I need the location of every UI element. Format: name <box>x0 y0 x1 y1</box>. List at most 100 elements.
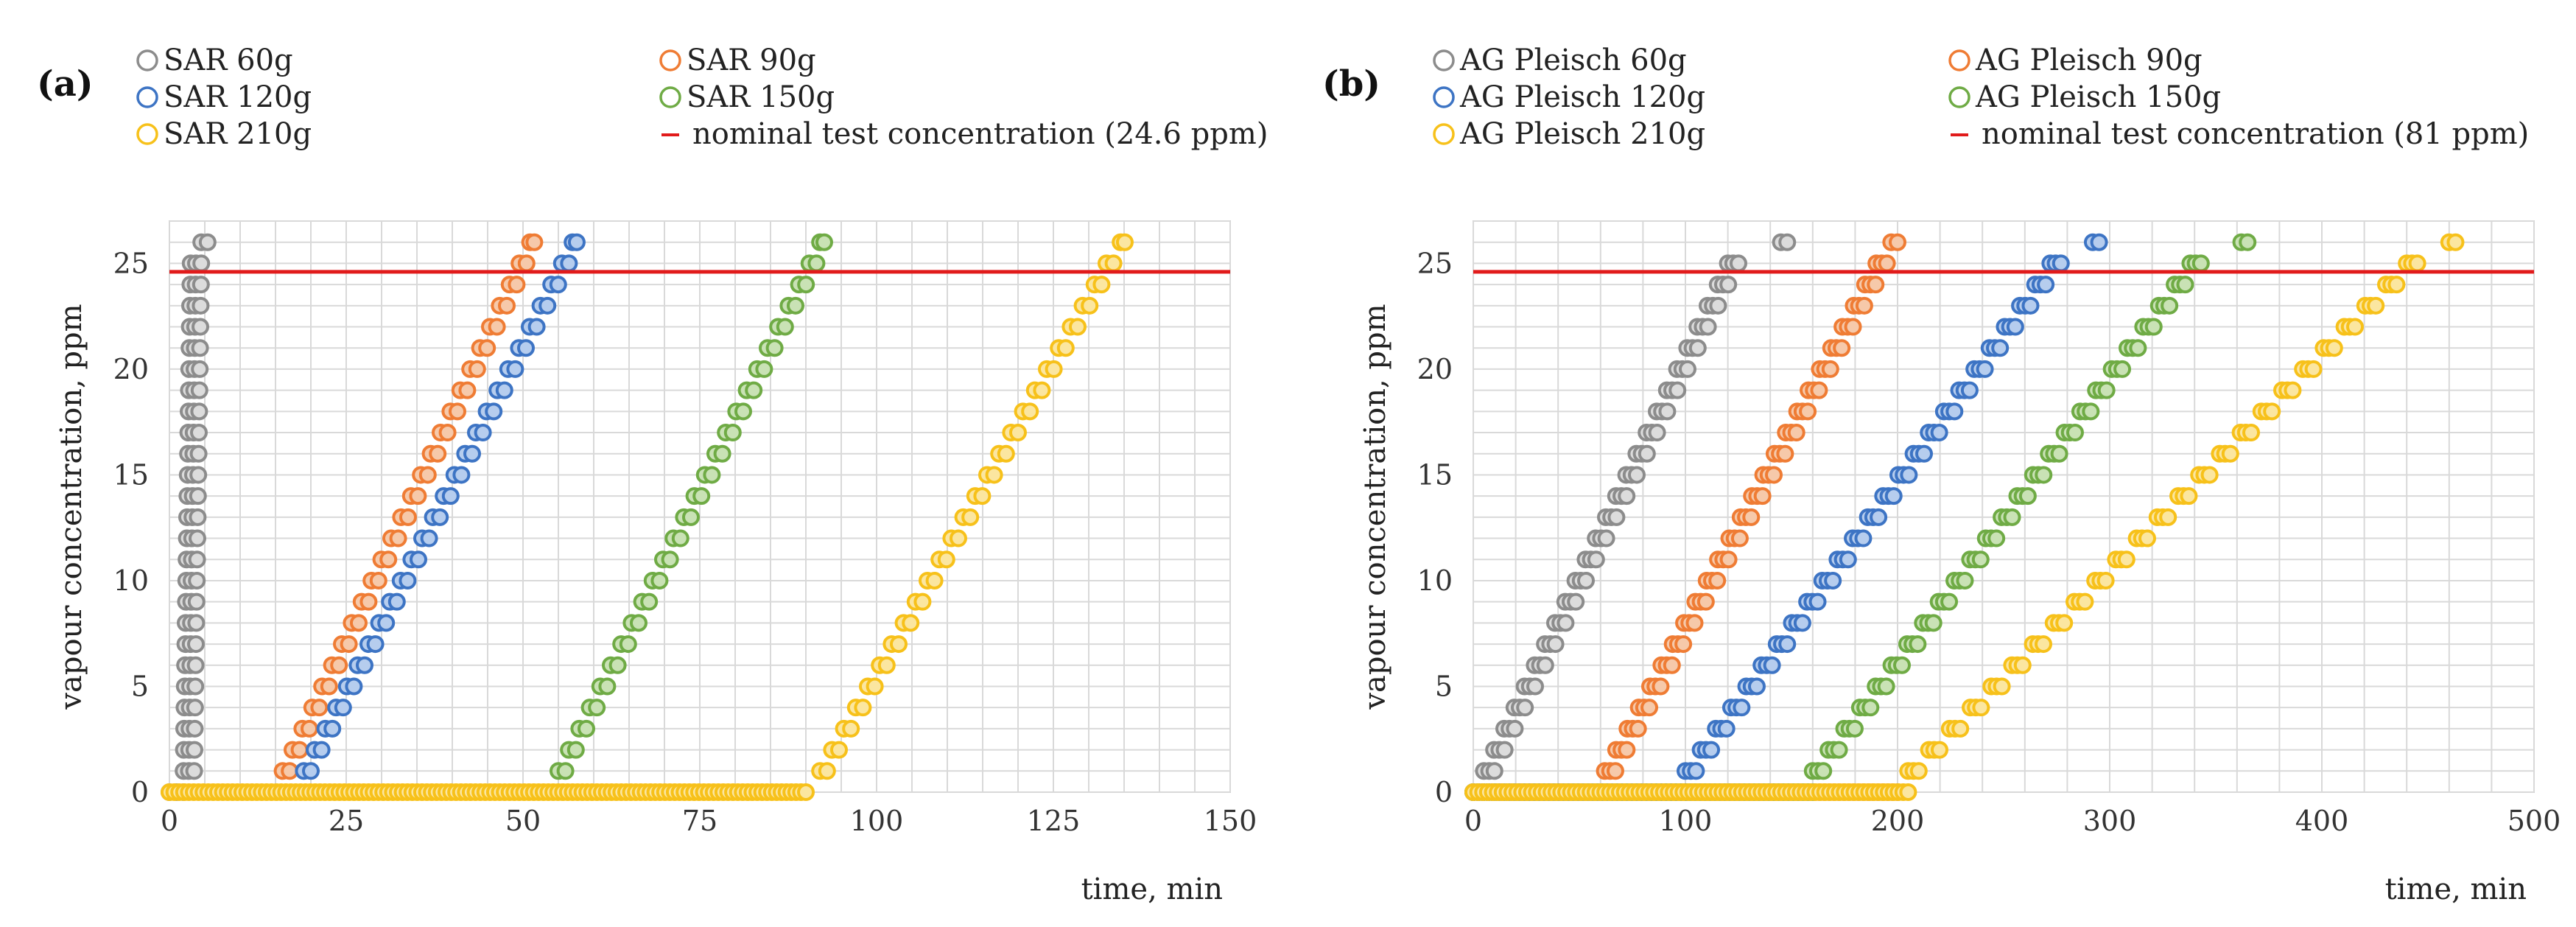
panel-label: (a) <box>37 63 94 105</box>
data-point <box>1987 529 2006 548</box>
x-tick-label: 75 <box>682 805 717 837</box>
x-tick-label: 50 <box>505 805 541 837</box>
data-point <box>379 550 398 569</box>
data-point <box>198 233 217 251</box>
data-point <box>890 635 908 654</box>
legend-label: SAR 210g <box>164 117 312 151</box>
data-point <box>1931 741 1948 759</box>
data-point <box>399 571 417 590</box>
data-point <box>350 614 368 632</box>
data-point <box>866 677 884 696</box>
data-point <box>807 254 826 273</box>
data-point <box>1778 233 1797 251</box>
data-point <box>1717 719 1736 738</box>
data-point <box>1679 360 1696 378</box>
data-point <box>1115 233 1134 251</box>
legend-label: AG Pleisch 60g <box>1459 43 1687 77</box>
legend-circle-marker <box>1433 123 1455 145</box>
data-point <box>2387 276 2406 294</box>
legend-item: SAR 60g <box>136 43 293 77</box>
data-point <box>508 276 526 294</box>
data-point <box>2117 550 2135 569</box>
data-point <box>187 614 206 632</box>
data-point <box>1833 339 1851 357</box>
data-point <box>192 296 210 315</box>
data-point <box>630 614 647 632</box>
data-point <box>830 741 848 759</box>
data-point <box>2082 402 2100 421</box>
data-point <box>431 508 449 526</box>
data-point <box>961 508 980 526</box>
data-point <box>1536 656 1554 674</box>
data-point <box>2097 381 2116 399</box>
data-point <box>2003 508 2021 526</box>
data-point <box>1092 276 1111 294</box>
data-point <box>190 402 208 421</box>
data-point <box>345 677 363 696</box>
data-point <box>2066 424 2084 442</box>
data-point <box>2013 656 2032 674</box>
legend-label: SAR 120g <box>164 80 312 114</box>
data-point <box>1971 550 1990 569</box>
data-point <box>441 487 460 506</box>
data-point <box>765 339 784 357</box>
data-point <box>310 699 329 717</box>
data-point <box>189 487 207 506</box>
data-point <box>1924 614 1942 632</box>
data-point <box>1845 719 1864 738</box>
data-point <box>985 466 1003 484</box>
data-point <box>1956 571 1974 590</box>
x-axis-title: time, min <box>1081 872 1223 906</box>
data-point <box>1685 614 1704 632</box>
data-point <box>1839 550 1857 569</box>
data-point <box>1733 699 1751 717</box>
data-point <box>1648 424 1666 442</box>
data-point <box>387 592 406 611</box>
data-point <box>776 318 794 336</box>
data-point <box>429 444 447 463</box>
data-point <box>640 592 659 611</box>
data-point <box>189 444 208 463</box>
data-point <box>1663 656 1681 674</box>
data-point <box>1629 719 1647 738</box>
data-point <box>723 424 742 442</box>
data-point <box>925 571 944 590</box>
data-point <box>2035 466 2053 484</box>
data-point <box>1799 402 1817 421</box>
data-point <box>1485 762 1503 780</box>
data-point <box>1597 529 1615 548</box>
y-tick-label: 20 <box>113 353 149 385</box>
data-point <box>2325 339 2343 357</box>
data-point <box>187 592 206 611</box>
data-point <box>997 444 1015 463</box>
data-point <box>478 339 496 357</box>
data-point <box>1696 592 1715 611</box>
data-point <box>745 381 763 399</box>
data-point <box>187 635 205 654</box>
legend-circle-marker <box>659 49 681 71</box>
x-tick-label: 500 <box>2507 805 2561 837</box>
data-point <box>1495 741 1514 759</box>
data-point <box>2367 296 2385 315</box>
data-point <box>449 402 466 421</box>
data-point <box>2304 360 2323 378</box>
data-point <box>2037 276 2055 294</box>
data-point <box>2018 487 2037 506</box>
data-point <box>671 529 689 548</box>
data-point <box>2076 592 2094 611</box>
data-point <box>1742 508 1761 526</box>
data-point <box>340 635 358 654</box>
data-point <box>190 381 208 399</box>
data-point <box>2090 233 2108 251</box>
data-point <box>703 466 721 484</box>
data-point <box>525 233 544 251</box>
data-point <box>409 487 427 506</box>
legend-item: AG Pleisch 120g <box>1433 80 1705 114</box>
data-point <box>578 719 595 738</box>
y-tick-label: 15 <box>113 458 149 491</box>
data-point <box>1719 550 1738 569</box>
data-point <box>1606 762 1624 780</box>
legend-circle-marker <box>136 123 158 145</box>
data-point <box>1587 550 1605 569</box>
data-point <box>463 444 481 463</box>
